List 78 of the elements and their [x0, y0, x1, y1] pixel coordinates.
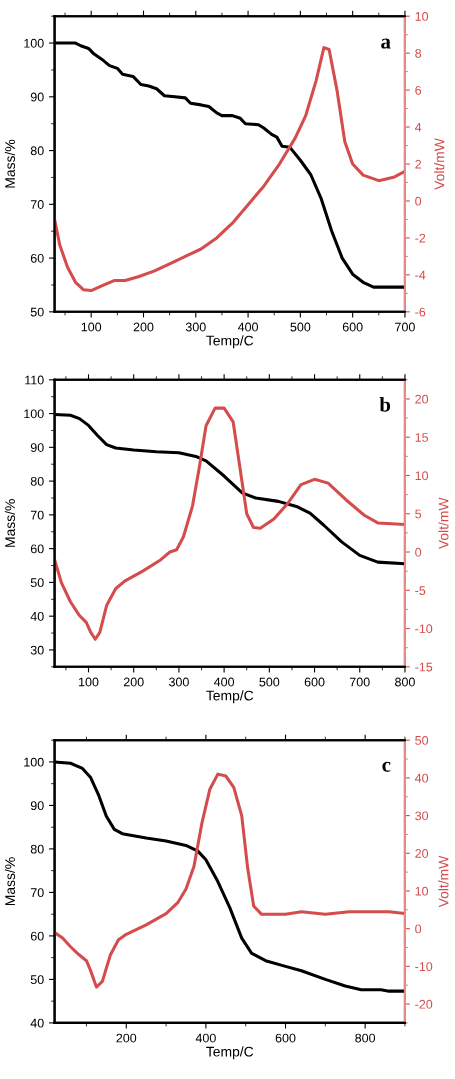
y-tick-label: 30: [30, 645, 44, 655]
y-tick-label: 90: [30, 801, 44, 811]
y-tick-label: 110: [25, 375, 44, 385]
y2-tick-label: 5: [415, 509, 422, 519]
x-axis-title: Temp/C: [206, 335, 254, 349]
y-tick-label: 70: [30, 888, 44, 898]
x-tick-label: 500: [290, 322, 311, 332]
x-tick-label: 100: [79, 677, 99, 687]
x-tick-label: 200: [116, 1033, 137, 1043]
y2-tick-label: 10: [415, 886, 429, 896]
annotation: c: [382, 761, 391, 772]
x-tick-label: 300: [185, 322, 206, 332]
y-tick-label: 60: [30, 253, 44, 263]
y2-axis-title: Volt/mW: [438, 497, 449, 550]
x-tick-label: 100: [81, 322, 102, 332]
y-tick-label: 100: [24, 757, 44, 767]
y-tick-label: 50: [30, 578, 44, 588]
x-tick-label: 600: [304, 677, 325, 687]
y-axis-title: Mass/%: [4, 499, 16, 547]
y2-tick-label: 10: [415, 471, 429, 481]
y-tick-label: 100: [24, 38, 44, 48]
y-tick-label: 80: [30, 146, 44, 156]
y-tick-label: 60: [30, 931, 44, 941]
x-axis-title: Temp/C: [206, 1046, 254, 1060]
y-tick-label: 90: [30, 443, 44, 452]
x-tick-label: 500: [259, 677, 280, 687]
y2-tick-label: 10: [415, 11, 429, 21]
y2-tick-label: 4: [414, 122, 422, 132]
y2-tick-label: 2: [415, 159, 421, 169]
y2-tick-label: 0: [415, 924, 422, 934]
y2-tick-label: 0: [415, 196, 422, 206]
y-axis-title: Mass/%: [4, 857, 16, 906]
x-tick-label: 600: [342, 322, 363, 332]
x-tick-label: 800: [395, 677, 415, 687]
y2-tick-label: 40: [414, 773, 429, 783]
y-tick-label: 50: [30, 975, 44, 985]
x-tick-label: 600: [275, 1033, 296, 1043]
x-axis-title: Temp/C: [206, 690, 254, 704]
y2-axis-title: Volt/mW: [438, 855, 449, 908]
y2-tick-label: 20: [415, 394, 429, 404]
y2-tick-label: 20: [415, 849, 429, 858]
y-tick-label: 60: [30, 544, 44, 554]
annotation: a: [381, 38, 391, 49]
x-tick-label: 200: [133, 322, 154, 332]
y-tick-label: 50: [30, 307, 44, 317]
x-tick-label: 400: [213, 677, 235, 687]
x-tick-label: 700: [349, 677, 370, 687]
y2-tick-label: 50: [415, 735, 429, 745]
y-tick-label: 40: [30, 611, 44, 621]
y-tick-label: 70: [30, 510, 44, 520]
y2-tick-label: 6: [415, 85, 422, 95]
y2-tick-label: -10: [415, 962, 433, 971]
x-tick-label: 800: [355, 1033, 376, 1043]
y-tick-label: 100: [24, 409, 44, 419]
y2-tick-label: 15: [415, 433, 429, 442]
y2-tick-label: -10: [415, 624, 433, 634]
x-tick-label: 400: [237, 322, 259, 332]
y2-axis-title: Volt/mW: [434, 138, 445, 190]
y2-tick-label: -4: [415, 270, 426, 280]
y-tick-label: 80: [30, 844, 44, 854]
x-tick-label: 400: [195, 1033, 216, 1043]
y2-tick-label: -2: [415, 233, 426, 243]
y-tick-label: 70: [30, 200, 44, 209]
y2-tick-label: 8: [415, 48, 422, 58]
y2-tick-label: -15: [415, 662, 433, 672]
y2-tick-label: 0: [415, 547, 422, 557]
y-tick-label: 40: [30, 1018, 44, 1028]
x-tick-label: 200: [123, 677, 144, 687]
x-tick-label: 300: [168, 677, 189, 687]
y-tick-label: 80: [30, 476, 44, 486]
y2-tick-label: -6: [415, 307, 426, 317]
y2-tick-label: -20: [415, 999, 433, 1009]
y2-tick-label: 30: [415, 811, 429, 821]
y-axis-title: Mass/%: [4, 139, 16, 188]
y-tick-label: 90: [30, 92, 44, 102]
x-tick-label: 700: [395, 322, 415, 332]
y2-tick-label: -5: [415, 586, 426, 595]
annotation: b: [379, 397, 391, 412]
